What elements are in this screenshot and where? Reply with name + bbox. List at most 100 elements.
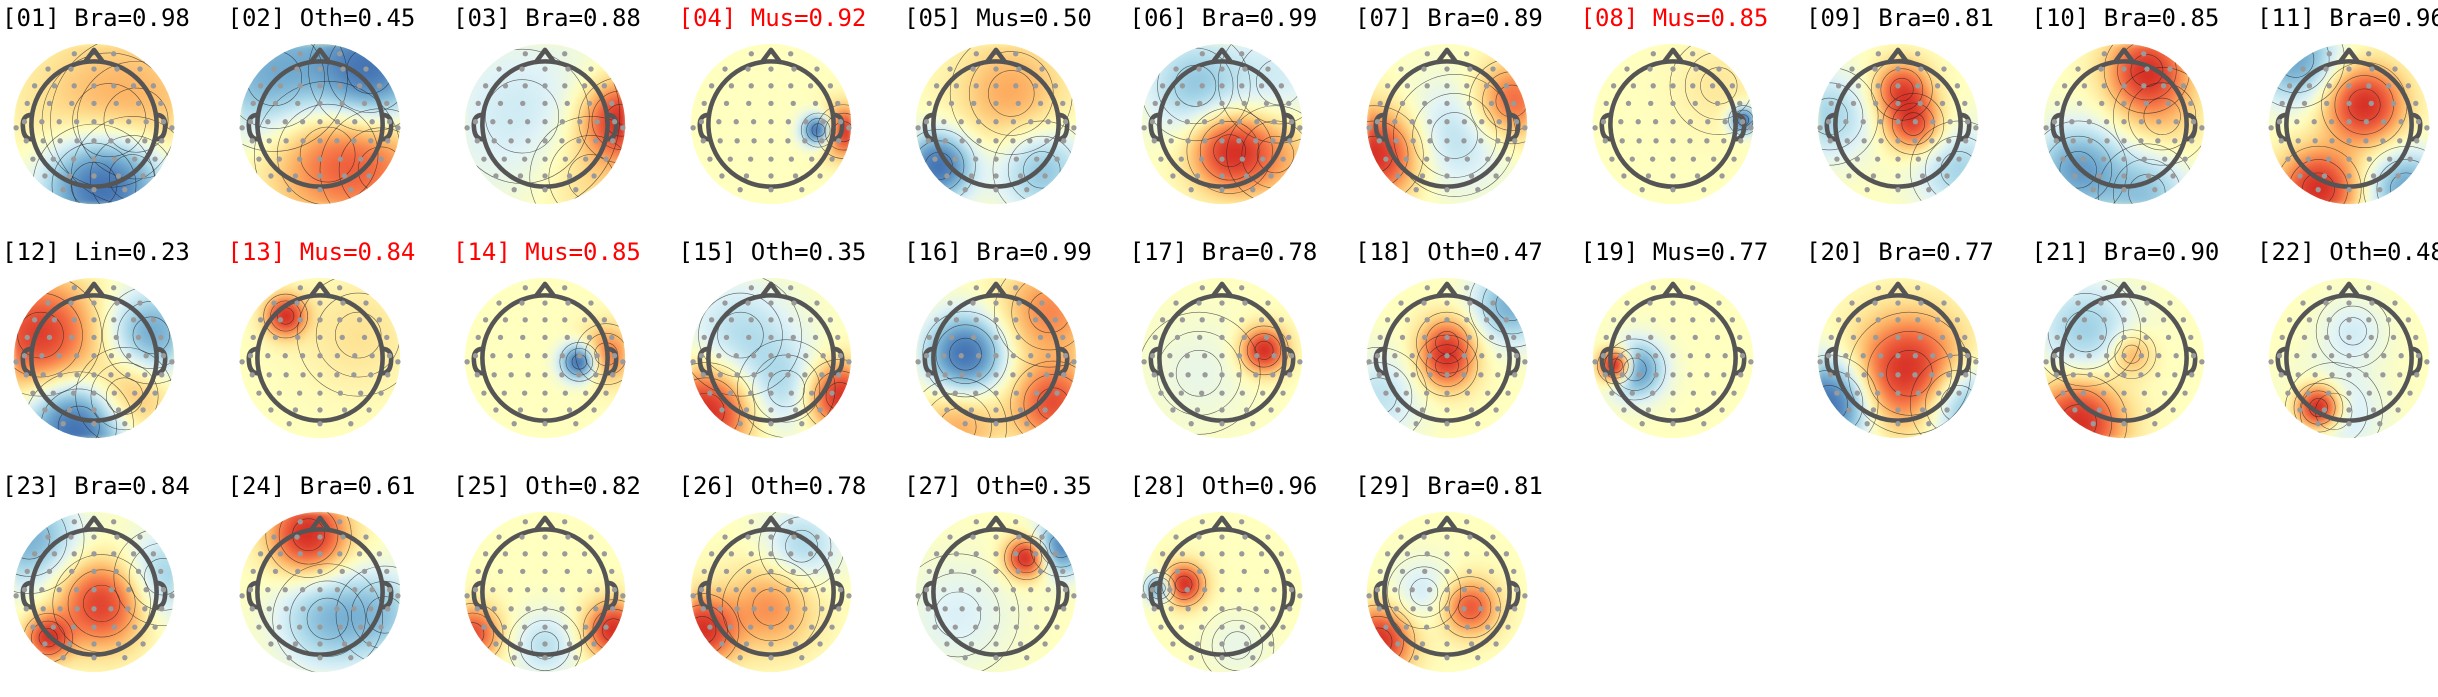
sensor-dot	[266, 372, 271, 377]
sensor-dot	[563, 390, 568, 395]
sensor-dot	[1817, 125, 1822, 130]
topomap	[461, 40, 629, 208]
sensor-dot	[341, 173, 346, 178]
sensor-dot	[1168, 606, 1173, 611]
sensor-dot	[361, 569, 366, 574]
sensor-dot	[294, 300, 299, 305]
sensor-dot	[122, 655, 127, 660]
sensor-dot	[723, 101, 728, 106]
sensor-dot	[993, 587, 998, 592]
sensor-dot	[563, 156, 568, 161]
sensor-dot	[959, 606, 964, 611]
sensor-dot	[2386, 83, 2391, 88]
sensor-dot	[1479, 587, 1484, 592]
sensor-dot	[2294, 119, 2299, 124]
sensor-dot	[1705, 353, 1710, 358]
sensor-dot	[1254, 119, 1259, 124]
sensor-dot	[1392, 353, 1397, 358]
sensor-dot	[1013, 519, 1018, 524]
sensor-dot	[2121, 101, 2126, 106]
sensor-dot	[2280, 101, 2285, 106]
sensor-dot	[1152, 101, 1157, 106]
sensor-dot	[1687, 119, 1692, 124]
topomap	[1138, 274, 1306, 442]
sensor-dot	[2294, 353, 2299, 358]
sensor-dot	[1149, 119, 1154, 124]
sensor-dot	[1512, 138, 1517, 143]
sensor-dot	[976, 119, 981, 124]
sensor-dot	[464, 359, 469, 364]
sensor-dot	[1061, 606, 1066, 611]
sensor-dot	[2188, 335, 2193, 340]
sensor-dot	[2165, 335, 2170, 340]
sensor-dot	[542, 534, 547, 539]
sensor-dot	[1061, 372, 1066, 377]
sensor-dot	[1826, 353, 1831, 358]
sensor-dot	[971, 101, 976, 106]
sensor-dot	[483, 317, 488, 322]
sensor-dot	[137, 66, 142, 71]
sensor-dot	[1912, 372, 1917, 377]
sensor-dot	[1495, 606, 1500, 611]
sensor-dot	[1918, 335, 1923, 340]
sensor-dot	[57, 119, 62, 124]
sensor-dot	[963, 655, 968, 660]
sensor-dot	[2043, 125, 2048, 130]
sensor-dot	[2172, 138, 2177, 143]
sensor-dot	[1054, 156, 1059, 161]
sensor-dot	[126, 587, 131, 592]
sensor-dot	[542, 421, 547, 426]
sensor-dot	[609, 335, 614, 340]
sensor-dot	[1670, 300, 1675, 305]
sensor-dot	[748, 285, 753, 290]
sensor-dot	[1420, 641, 1425, 646]
sensor-dot	[361, 101, 366, 106]
sensor-dot	[565, 101, 570, 106]
sensor-dot	[587, 335, 592, 340]
sensor-dot	[2346, 138, 2351, 143]
sensor-dot	[239, 359, 244, 364]
sensor-dot	[812, 569, 817, 574]
sensor-dot	[2121, 407, 2126, 412]
sensor-dot	[2312, 138, 2317, 143]
sensor-dot	[562, 83, 567, 88]
topomap	[687, 40, 855, 208]
sensor-dot	[493, 407, 498, 412]
sensor-dot	[1287, 372, 1292, 377]
sensor-dot	[1196, 300, 1201, 305]
sensor-dot	[719, 407, 724, 412]
sensor-dot	[143, 587, 148, 592]
sensor-dot	[352, 353, 357, 358]
sensor-dot	[1054, 624, 1059, 629]
sensor-dot	[2346, 66, 2351, 71]
sensor-dot	[2346, 156, 2351, 161]
sensor-dot	[2170, 407, 2175, 412]
sensor-dot	[1199, 551, 1204, 556]
sensor-dot	[2138, 138, 2143, 143]
sensor-dot	[1462, 119, 1467, 124]
sensor-dot	[91, 353, 96, 358]
sensor-dot	[296, 624, 301, 629]
component-label: [22] Oth=0.48	[2257, 238, 2438, 266]
sensor-dot	[1973, 359, 1978, 364]
sensor-dot	[1174, 335, 1179, 340]
sensor-dot	[2279, 138, 2284, 143]
sensor-dot	[926, 606, 931, 611]
sensor-dot	[502, 624, 507, 629]
sensor-dot	[1033, 83, 1038, 88]
sensor-dot	[2053, 138, 2058, 143]
sensor-dot	[2329, 119, 2334, 124]
sensor-dot	[1670, 156, 1675, 161]
topomap	[912, 40, 1080, 208]
sensor-dot	[158, 335, 163, 340]
sensor-dot	[2138, 353, 2143, 358]
sensor-dot	[2054, 335, 2059, 340]
sensor-dot	[1178, 390, 1183, 395]
sensor-dot	[562, 285, 567, 290]
sensor-dot	[2104, 372, 2109, 377]
sensor-dot	[750, 353, 755, 358]
sensor-dot	[395, 593, 400, 598]
component-28: [28] Oth=0.96	[1130, 472, 1355, 697]
sensor-dot	[1464, 83, 1469, 88]
sensor-dot	[508, 353, 513, 358]
